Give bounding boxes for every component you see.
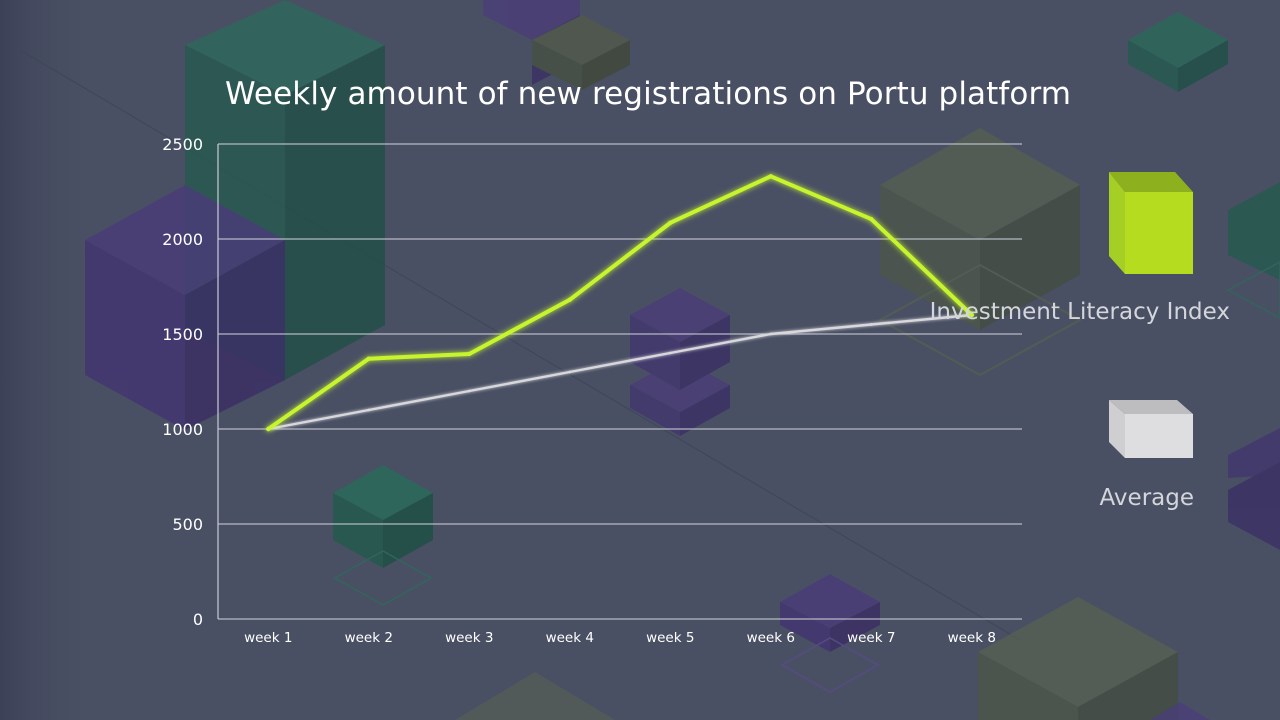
- point-average: [869, 323, 873, 326]
- point-literacy: [467, 351, 472, 357]
- point-average: [467, 389, 471, 393]
- point-literacy: [869, 216, 874, 222]
- y-axis: 0 500 1000 1500 2000 2500: [162, 135, 203, 629]
- x-tick-label: week 5: [646, 630, 694, 646]
- y-tick-label: 1500: [162, 325, 203, 344]
- point-average: [769, 332, 773, 336]
- x-tick-label: week 7: [847, 630, 895, 646]
- point-literacy: [266, 426, 271, 432]
- x-tick-label: week 1: [244, 630, 292, 646]
- series-line-average: [267, 313, 973, 431]
- legend-label-average: Average: [1099, 485, 1194, 511]
- point-literacy: [768, 174, 773, 179]
- legend-swatch-average-icon: [1109, 400, 1193, 458]
- series-line-literacy: [266, 174, 974, 431]
- y-tick-label: 0: [193, 610, 203, 629]
- point-literacy: [366, 356, 371, 361]
- legend-swatch-literacy-icon: [1109, 172, 1193, 274]
- chart-title: Weekly amount of new registrations on Po…: [225, 76, 1072, 112]
- point-average: [668, 351, 672, 355]
- y-tick-label: 2000: [162, 230, 203, 249]
- y-tick-label: 2500: [162, 135, 203, 154]
- grid-lines: [217, 143, 1022, 620]
- x-tick-label: week 8: [948, 630, 996, 646]
- point-average: [568, 370, 572, 374]
- x-tick-label: week 6: [747, 630, 795, 646]
- legend-label-literacy: Investment Literacy Index: [929, 299, 1230, 325]
- x-tick-label: week 3: [445, 630, 493, 646]
- point-literacy: [668, 220, 673, 226]
- point-literacy: [567, 297, 572, 302]
- point-literacy: [969, 312, 974, 318]
- x-axis: week 1 week 2 week 3 week 4 week 5 week 6 week…: [244, 630, 996, 646]
- series-group: [266, 174, 974, 432]
- point-average: [367, 408, 371, 412]
- x-tick-label: week 2: [345, 630, 393, 646]
- y-tick-label: 500: [172, 515, 203, 534]
- x-tick-label: week 4: [546, 630, 594, 646]
- y-tick-label: 1000: [162, 420, 203, 439]
